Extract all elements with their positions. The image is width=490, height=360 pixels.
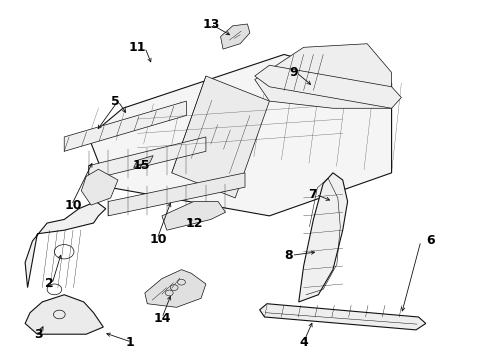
Text: 2: 2 [45, 278, 53, 291]
Text: 9: 9 [289, 66, 297, 79]
Text: 10: 10 [64, 199, 82, 212]
Polygon shape [255, 65, 401, 108]
Text: 4: 4 [299, 336, 308, 348]
Polygon shape [25, 202, 106, 288]
Polygon shape [162, 202, 225, 230]
Polygon shape [89, 137, 206, 180]
Text: 14: 14 [153, 311, 171, 325]
Text: 6: 6 [426, 234, 435, 247]
Polygon shape [108, 173, 245, 216]
Polygon shape [260, 304, 426, 330]
Polygon shape [172, 76, 270, 198]
Polygon shape [64, 101, 186, 151]
Text: 8: 8 [284, 249, 293, 262]
Polygon shape [25, 295, 103, 334]
Polygon shape [299, 173, 347, 302]
Text: 12: 12 [185, 216, 203, 230]
Text: 11: 11 [129, 41, 146, 54]
Polygon shape [134, 156, 153, 167]
Text: 10: 10 [150, 233, 167, 246]
Polygon shape [220, 24, 250, 49]
Text: 5: 5 [111, 95, 120, 108]
Polygon shape [81, 169, 118, 205]
Polygon shape [255, 44, 392, 108]
Text: 1: 1 [125, 336, 134, 348]
Text: 7: 7 [309, 188, 317, 201]
Polygon shape [89, 54, 392, 216]
Text: 3: 3 [34, 328, 43, 341]
Text: 15: 15 [133, 159, 150, 172]
Polygon shape [145, 270, 206, 307]
Text: 13: 13 [202, 18, 220, 31]
